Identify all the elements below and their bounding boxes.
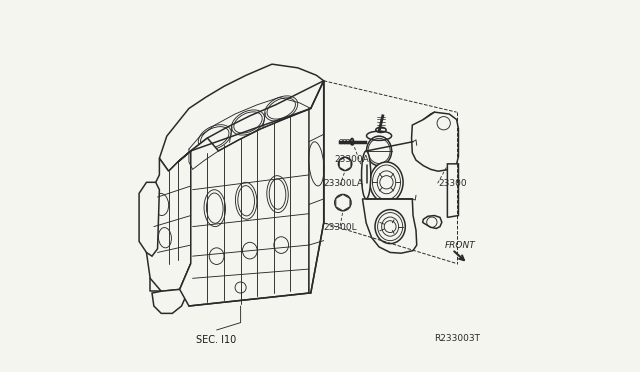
Polygon shape	[309, 81, 324, 293]
Polygon shape	[159, 64, 324, 171]
Text: R233003T: R233003T	[435, 334, 481, 343]
Polygon shape	[139, 182, 159, 256]
Polygon shape	[362, 199, 417, 253]
Polygon shape	[447, 164, 458, 217]
Text: FRONT: FRONT	[445, 241, 476, 250]
Polygon shape	[412, 112, 458, 171]
Polygon shape	[422, 215, 442, 228]
Polygon shape	[339, 157, 351, 170]
Polygon shape	[178, 109, 311, 306]
Polygon shape	[336, 195, 350, 211]
Text: 23300L: 23300L	[323, 223, 356, 232]
Ellipse shape	[375, 210, 405, 244]
Polygon shape	[422, 112, 436, 128]
Text: 23300A: 23300A	[334, 155, 369, 164]
Polygon shape	[152, 263, 191, 313]
Text: SEC. I10: SEC. I10	[196, 335, 237, 345]
Ellipse shape	[362, 151, 371, 199]
Text: 23300: 23300	[438, 179, 467, 187]
Ellipse shape	[370, 162, 403, 203]
Polygon shape	[147, 151, 191, 291]
Text: 23300LA: 23300LA	[323, 179, 363, 187]
